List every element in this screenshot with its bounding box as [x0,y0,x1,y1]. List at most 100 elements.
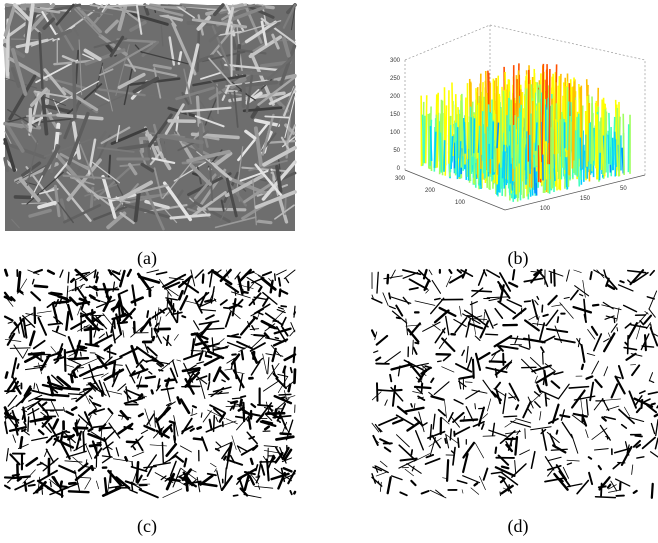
dark-stroke [251,351,259,364]
dark-stroke [119,409,130,421]
dark-stroke [265,353,274,356]
dark-stroke [27,398,44,411]
dark-stroke [289,329,296,337]
surface-spike [501,144,505,179]
dark-stroke [160,475,167,481]
dark-stroke [10,296,16,302]
dark-stroke [545,397,550,400]
surface-spike [459,113,463,168]
dark-stroke [181,417,193,435]
dark-stroke [540,428,547,435]
dark-stroke [620,423,628,429]
dark-stroke [260,319,277,330]
dark-stroke [5,405,15,413]
dark-stroke [21,428,30,436]
dark-stroke [179,294,189,311]
dark-stroke [180,273,187,278]
dark-stroke [179,445,192,453]
dark-stroke [212,407,224,418]
dark-stroke [551,403,560,424]
dark-stroke [406,421,421,432]
grass-blade [171,22,197,76]
dark-stroke [96,480,100,490]
dark-stroke [573,269,582,273]
dark-stroke [276,308,286,314]
dark-stroke [169,426,173,433]
dark-stroke [639,319,645,326]
surface-spike [622,113,625,176]
dark-stroke [174,454,185,463]
dark-stroke [257,275,267,282]
grass-blade [257,75,297,106]
dark-stroke [395,316,402,320]
surface-spike [486,126,489,172]
dark-stroke [412,346,418,355]
dark-stroke [159,278,172,297]
dark-stroke [649,451,658,458]
dark-stroke [112,281,116,293]
dark-stroke [98,423,107,432]
dark-stroke [422,321,441,332]
dark-stroke [130,325,145,338]
dark-stroke [407,361,423,379]
dark-stroke [177,289,184,301]
dark-stroke [428,269,433,276]
dark-stroke [83,465,96,469]
dark-stroke [442,477,448,480]
dark-stroke [293,311,296,316]
dark-stroke [188,376,192,389]
dark-stroke [374,465,379,473]
dark-stroke [36,310,52,314]
dark-stroke [215,441,233,451]
dark-stroke [279,289,289,295]
dark-stroke [519,449,530,456]
dark-stroke [80,358,99,367]
grass-blade [15,38,49,49]
dark-stroke [618,408,635,425]
dark-stroke [72,370,77,379]
dark-stroke [456,479,468,485]
dark-stroke [379,481,382,492]
dark-stroke [103,368,125,382]
dark-stroke [234,415,244,419]
surface-spike [508,145,512,184]
dark-stroke [146,269,159,274]
dark-stroke [181,468,193,482]
dark-stroke [67,271,70,284]
dark-stroke [606,283,616,291]
dark-stroke [131,370,136,375]
surface-spike [461,93,464,157]
dark-stroke [80,284,84,289]
dark-stroke [216,470,223,492]
dark-stroke [634,434,643,438]
grass-blade [43,138,92,158]
dark-stroke [428,391,436,398]
dark-stroke [205,424,222,433]
dark-stroke [264,413,273,421]
dark-stroke [450,450,456,455]
grass-blade [3,137,17,172]
dark-stroke [22,317,28,339]
dark-stroke [371,422,380,433]
dark-stroke [243,474,250,492]
surface-spike [491,121,495,160]
grass-blade [189,197,209,216]
grass-blade [238,20,282,34]
dark-stroke [260,277,277,291]
dark-stroke [516,429,521,436]
dark-stroke [390,296,412,304]
y-tick-label: 200 [425,188,436,194]
grass-blade [56,113,104,121]
dark-stroke [17,288,24,295]
dark-stroke [391,310,408,324]
dark-stroke [11,357,18,379]
dark-stroke [191,408,193,416]
dark-stroke [190,469,197,473]
dark-stroke [554,337,576,344]
dark-stroke [630,353,643,357]
dark-stroke [471,289,493,293]
dark-stroke [21,409,27,413]
dark-stroke [544,392,548,407]
dark-stroke [137,393,144,400]
dark-stroke [643,334,647,352]
